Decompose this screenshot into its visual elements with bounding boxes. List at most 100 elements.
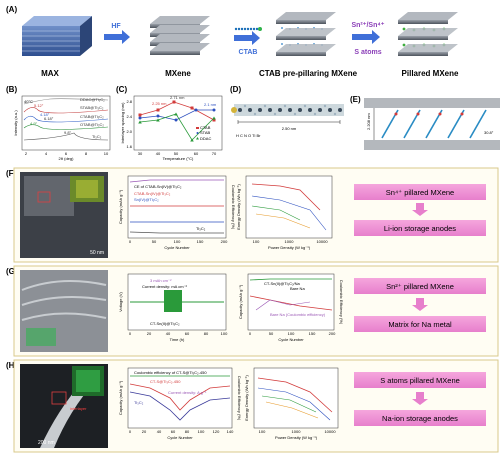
svg-text:S atoms: S atoms bbox=[354, 49, 381, 56]
svg-text:Time (h): Time (h) bbox=[170, 337, 185, 342]
svg-text:9.8°: 9.8° bbox=[64, 130, 72, 135]
svg-text:70: 70 bbox=[212, 151, 217, 156]
svg-text:(B): (B) bbox=[6, 85, 17, 94]
svg-text:Coulombic Efficiency (%): Coulombic Efficiency (%) bbox=[339, 280, 344, 325]
svg-text:100: 100 bbox=[174, 239, 181, 244]
svg-text:Power Density (W kg⁻¹): Power Density (W kg⁻¹) bbox=[268, 245, 311, 250]
panel-a: (A) MAX HF bbox=[6, 5, 459, 78]
svg-text:4: 4 bbox=[45, 151, 48, 156]
svg-text:6.18°: 6.18° bbox=[44, 116, 54, 121]
svg-text:2.25 nm: 2.25 nm bbox=[152, 101, 167, 106]
svg-text:100: 100 bbox=[253, 239, 260, 244]
svg-text:interlayer: interlayer bbox=[70, 406, 87, 411]
svg-text:Coulombic Efficiency (%): Coulombic Efficiency (%) bbox=[237, 376, 242, 421]
svg-text:50: 50 bbox=[174, 151, 179, 156]
arrow-hf: HF bbox=[104, 23, 130, 44]
svg-text:120: 120 bbox=[213, 429, 220, 434]
svg-text:2.8: 2.8 bbox=[126, 99, 132, 104]
svg-text:Sn⁴⁺ pillared MXene: Sn⁴⁺ pillared MXene bbox=[386, 188, 454, 197]
panel-e: (E) 2.208 nm 30.8° bbox=[350, 95, 500, 150]
svg-text:STAB@Ti₃C₂: STAB@Ti₃C₂ bbox=[80, 105, 104, 110]
svg-text:CE of CTAB-Sn(IV)@Ti₃C₂: CE of CTAB-Sn(IV)@Ti₃C₂ bbox=[134, 184, 182, 189]
svg-text:200 nm: 200 nm bbox=[38, 440, 55, 446]
svg-text:200: 200 bbox=[221, 239, 228, 244]
svg-text:60: 60 bbox=[194, 151, 199, 156]
svg-text:Coulombic efficiency of CT-S@T: Coulombic efficiency of CT-S@Ti₃C₂-450 bbox=[134, 370, 207, 375]
svg-text:30.8°: 30.8° bbox=[484, 130, 494, 135]
svg-text:Ti₃C₂: Ti₃C₂ bbox=[196, 226, 206, 231]
svg-text:2.4: 2.4 bbox=[126, 114, 132, 119]
svg-text:DDAC@Ti₃C₂: DDAC@Ti₃C₂ bbox=[80, 97, 105, 102]
panel-a-label: (A) bbox=[6, 5, 17, 14]
svg-text:4.18°: 4.18° bbox=[40, 112, 50, 117]
svg-text:Voltage (V): Voltage (V) bbox=[118, 291, 123, 311]
svg-text:Cycle Number: Cycle Number bbox=[164, 245, 190, 250]
svg-text:Ti₃C₂: Ti₃C₂ bbox=[134, 400, 144, 405]
svg-text:HF: HF bbox=[111, 23, 121, 30]
svg-text:STAB: STAB bbox=[200, 130, 210, 135]
svg-text:80: 80 bbox=[185, 429, 190, 434]
svg-text:Cycle Number: Cycle Number bbox=[167, 435, 193, 440]
svg-text:Capacity (mAh g⁻¹): Capacity (mAh g⁻¹) bbox=[118, 189, 123, 224]
svg-text:150: 150 bbox=[197, 239, 204, 244]
svg-text:Sn²⁺ pillared MXene: Sn²⁺ pillared MXene bbox=[386, 282, 454, 291]
svg-text:10000: 10000 bbox=[316, 239, 328, 244]
step-mxene: MXene bbox=[165, 69, 191, 78]
svg-text:140: 140 bbox=[227, 429, 234, 434]
svg-text:2.71 nm: 2.71 nm bbox=[170, 95, 185, 100]
panel-d: (D) 2.50 nm H C N O Ti Br bbox=[230, 85, 344, 138]
svg-text:2.1 nm: 2.1 nm bbox=[204, 102, 217, 107]
svg-text:Current density: A g⁻¹: Current density: A g⁻¹ bbox=[168, 390, 207, 395]
svg-text:Intensity (a.u.): Intensity (a.u.) bbox=[13, 110, 18, 136]
svg-text:60: 60 bbox=[185, 331, 190, 336]
svg-text:S atoms pillared MXene: S atoms pillared MXene bbox=[380, 376, 460, 385]
svg-text:0: 0 bbox=[249, 331, 252, 336]
svg-text:CTAB: CTAB bbox=[239, 49, 258, 56]
pillared-stack bbox=[398, 12, 458, 56]
svg-text:2: 2 bbox=[25, 151, 28, 156]
svg-text:(G): (G) bbox=[6, 267, 18, 276]
svg-text:OTAB@Ti₃C₂: OTAB@Ti₃C₂ bbox=[80, 122, 104, 127]
svg-text:Coulombic Efficiency (%): Coulombic Efficiency (%) bbox=[231, 185, 236, 230]
svg-text:40: 40 bbox=[166, 331, 171, 336]
svg-text:Power Density (W kg⁻¹): Power Density (W kg⁻¹) bbox=[275, 435, 318, 440]
panel-f: (F) 50 nm CE of CTAB-Sn(IV)@Ti₃C₂ CTAB-S… bbox=[6, 167, 499, 263]
svg-text:Energy Density (Wh kg⁻¹): Energy Density (Wh kg⁻¹) bbox=[236, 183, 241, 229]
svg-text:2θ (deg): 2θ (deg) bbox=[59, 156, 75, 161]
svg-text:Capacity (mAh g⁻¹): Capacity (mAh g⁻¹) bbox=[118, 380, 123, 415]
svg-text:8: 8 bbox=[85, 151, 88, 156]
arrow-ctab: CTAB bbox=[234, 27, 262, 56]
svg-text:(C): (C) bbox=[116, 85, 127, 94]
svg-text:50 nm: 50 nm bbox=[90, 250, 104, 256]
svg-text:Li-ion storage anodes: Li-ion storage anodes bbox=[384, 224, 456, 233]
svg-text:DDAC: DDAC bbox=[200, 136, 211, 141]
svg-text:Matrix for Na metal: Matrix for Na metal bbox=[388, 320, 452, 329]
svg-text:Ti₃C₂: Ti₃C₂ bbox=[92, 134, 102, 139]
svg-text:CTAB: CTAB bbox=[200, 125, 211, 130]
svg-text:1.6: 1.6 bbox=[126, 144, 132, 149]
svg-text:10000: 10000 bbox=[324, 429, 336, 434]
svg-text:200: 200 bbox=[329, 331, 336, 336]
panel-c: (C) 2.71 nm 2.25 nm 2.1 nm CTAB STAB DDA… bbox=[116, 85, 223, 161]
panel-h: (H) interlayer 200 nm Coulombic efficien… bbox=[6, 359, 499, 453]
svg-text:0: 0 bbox=[129, 331, 132, 336]
svg-text:100: 100 bbox=[221, 331, 228, 336]
step-pillared: Pillared MXene bbox=[402, 69, 459, 78]
svg-text:40: 40 bbox=[156, 151, 161, 156]
step-max: MAX bbox=[41, 69, 59, 78]
svg-text:(F): (F) bbox=[6, 169, 17, 178]
svg-text:0: 0 bbox=[129, 239, 132, 244]
svg-text:2.50 nm: 2.50 nm bbox=[282, 126, 297, 131]
svg-text:Sn²⁺/Sn⁴⁺: Sn²⁺/Sn⁴⁺ bbox=[351, 22, 384, 29]
svg-text:100: 100 bbox=[288, 331, 295, 336]
svg-text:CT-Sn(II)@Ti₃C₂: CT-Sn(II)@Ti₃C₂ bbox=[150, 321, 180, 326]
svg-text:3 mAh cm⁻²: 3 mAh cm⁻² bbox=[150, 278, 172, 283]
svg-text:0: 0 bbox=[129, 429, 132, 434]
svg-text:20: 20 bbox=[147, 331, 152, 336]
panel-g: (G) 3 mAh cm⁻² Current density: mA cm⁻² … bbox=[6, 265, 499, 357]
svg-text:1000: 1000 bbox=[285, 239, 295, 244]
svg-text:H C N O Ti Br: H C N O Ti Br bbox=[236, 133, 261, 138]
svg-text:2.0: 2.0 bbox=[126, 129, 132, 134]
svg-text:20: 20 bbox=[142, 429, 147, 434]
